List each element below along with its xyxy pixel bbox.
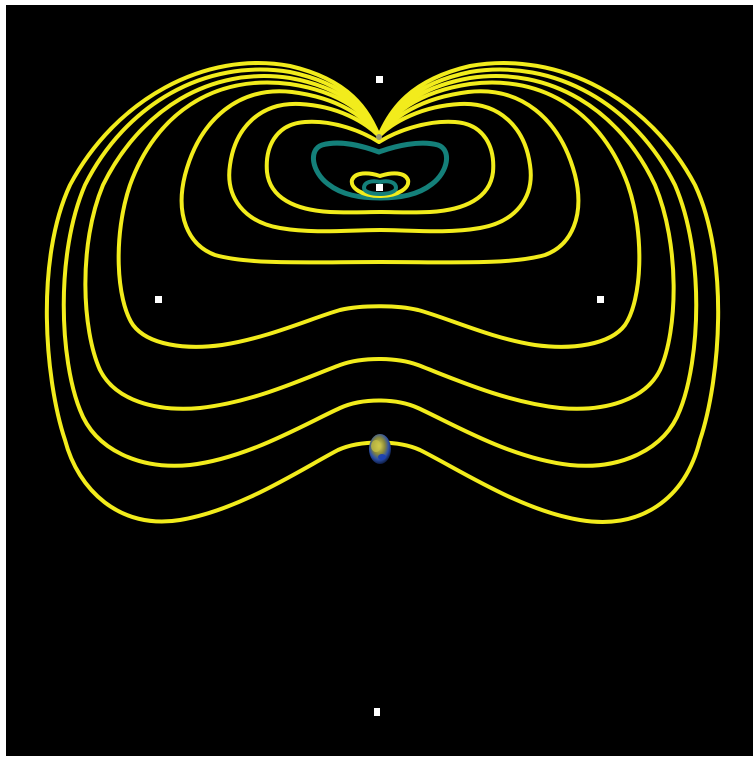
visualization-viewport	[6, 5, 753, 756]
l1-marker	[376, 184, 383, 191]
lagrange-markers	[155, 76, 604, 716]
l2-marker	[376, 76, 383, 83]
contour-line-4	[116, 80, 642, 349]
l3-marker	[374, 708, 380, 716]
contour-line-5	[179, 89, 581, 265]
contour-line-3	[83, 74, 676, 411]
moon-marker	[376, 134, 382, 140]
l4-marker	[155, 296, 162, 303]
contour-line-6	[227, 101, 533, 234]
contour-line-7	[264, 119, 496, 215]
contour-line-2	[61, 67, 699, 468]
earth-icon	[369, 434, 391, 464]
l1-inner-contour-line	[362, 179, 398, 196]
zero-velocity-contour-plot	[44, 61, 721, 716]
l5-marker	[597, 296, 604, 303]
